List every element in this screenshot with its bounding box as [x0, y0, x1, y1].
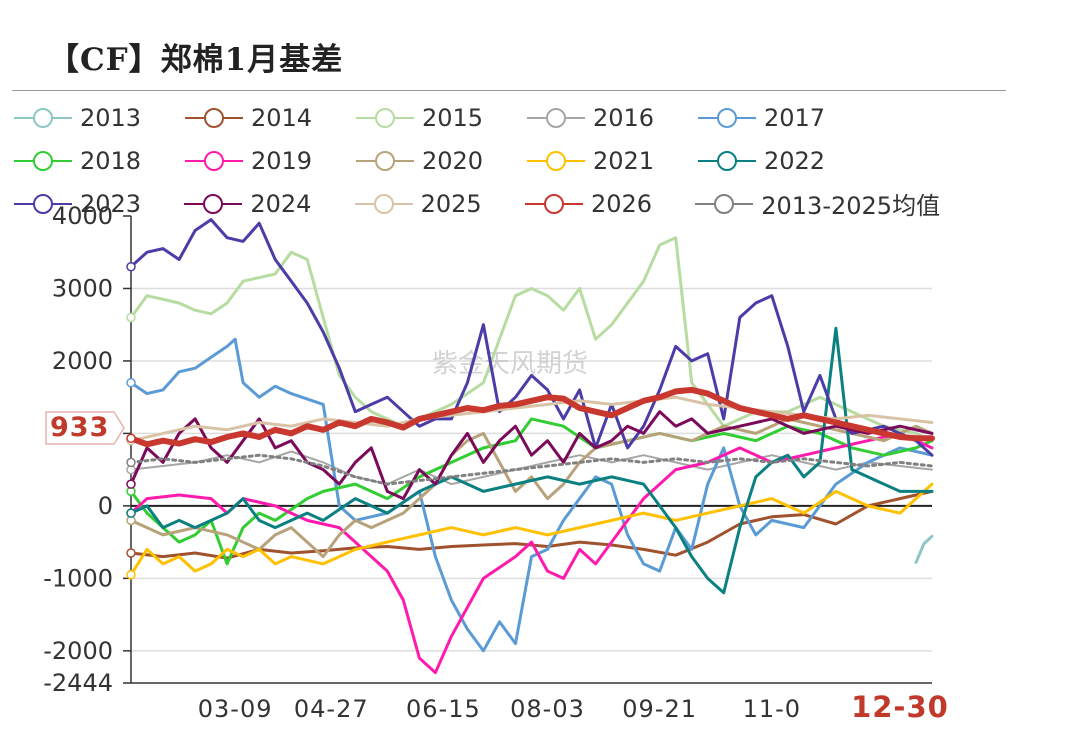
- legend-marker-icon: [14, 193, 72, 214]
- legend-label: 2026: [590, 189, 653, 218]
- y-tick-label: 2000: [52, 347, 113, 375]
- legend-marker-icon: [698, 150, 756, 171]
- legend-label: 2024: [250, 189, 312, 218]
- legend-item[interactable]: 2020: [354, 147, 525, 175]
- legend-marker-icon: [695, 193, 754, 214]
- y-tick-label: 4000: [52, 202, 113, 230]
- legend-label: 2018: [80, 146, 142, 175]
- x-tick-label: 03-09: [198, 695, 273, 723]
- legend-marker-icon: [14, 150, 72, 171]
- current-value-badge: [45, 411, 125, 445]
- chart-title: 【CF】郑棉1月基差: [48, 42, 344, 78]
- legend-marker-icon: [356, 150, 414, 171]
- legend-item[interactable]: 2013-2025均值: [693, 186, 1012, 221]
- series-start-marker: [126, 377, 136, 388]
- series-line-2015: [129, 236, 934, 443]
- legend: 2013 2014 2015 2016 2017 2018 2019 2020 2021 2022…: [12, 96, 1012, 225]
- x-tick-label: 08-03: [510, 695, 585, 723]
- x-tick-label: 11-0: [743, 695, 801, 723]
- series-line-2023: [129, 218, 934, 457]
- x-tick-label: 12-30: [851, 690, 949, 724]
- series-start-marker: [126, 569, 136, 580]
- legend-label: 2023: [80, 189, 142, 218]
- legend-label: 2020: [422, 146, 484, 175]
- legend-item[interactable]: 2014: [183, 104, 354, 132]
- legend-item[interactable]: 2025: [353, 190, 523, 218]
- x-tick-label: 06-15: [406, 695, 481, 723]
- legend-label: 2013: [80, 103, 142, 132]
- x-tick-label: 09-21: [622, 695, 697, 723]
- legend-row: 2023 2024 2025 2026 2013-2025均值: [12, 182, 1012, 225]
- series-start-marker: [126, 433, 136, 444]
- legend-marker-icon: [354, 193, 413, 214]
- legend-label: 2025: [420, 189, 482, 218]
- legend-item[interactable]: 2018: [12, 147, 183, 175]
- y-tick-label: 0: [98, 492, 113, 520]
- legend-item[interactable]: 2024: [182, 190, 352, 218]
- legend-item[interactable]: 2023: [12, 190, 182, 218]
- legend-label: 2016: [593, 103, 655, 132]
- series-line-2020: [129, 417, 934, 559]
- legend-row: 2018 2019 2020 2021 2022: [12, 139, 1012, 182]
- legend-row: 2013 2014 2015 2016 2017: [12, 96, 1012, 139]
- legend-item[interactable]: 2015: [354, 104, 525, 132]
- legend-item[interactable]: 2026: [523, 190, 693, 218]
- legend-label: 2019: [251, 146, 313, 175]
- legend-item[interactable]: 2019: [183, 147, 354, 175]
- y-tick-label: 3000: [52, 274, 113, 302]
- y-tick-label: -2444: [43, 669, 113, 697]
- series-line-2018: [129, 417, 934, 566]
- legend-marker-icon: [185, 107, 243, 128]
- x-tick-label: 04-27: [294, 695, 369, 723]
- series-start-marker: [126, 457, 136, 468]
- legend-item[interactable]: 2013: [12, 104, 183, 132]
- series-line-2019: [129, 431, 934, 675]
- legend-item[interactable]: 2017: [696, 104, 867, 132]
- legend-label: 2013-2025均值: [761, 192, 941, 220]
- series-start-marker: [126, 479, 136, 489]
- legend-label: 2015: [422, 103, 484, 132]
- y-tick-label: -2000: [43, 637, 113, 665]
- legend-marker-icon: [527, 150, 585, 171]
- legend-marker-icon: [527, 107, 585, 128]
- series-line-2013: [914, 534, 934, 564]
- current-value-label: 933: [50, 412, 110, 443]
- series-start-marker: [126, 312, 136, 323]
- watermark: 紫金天风期货: [432, 349, 588, 379]
- title-divider: [12, 90, 1006, 91]
- series-line-2017: [129, 337, 934, 653]
- legend-marker-icon: [356, 107, 414, 128]
- legend-marker-icon: [185, 150, 243, 171]
- legend-marker-icon: [524, 193, 583, 214]
- legend-item[interactable]: 2021: [525, 147, 696, 175]
- series-line-2021: [129, 482, 934, 577]
- legend-label: 2017: [764, 103, 826, 132]
- y-tick-label: -1000: [43, 564, 113, 592]
- legend-marker-icon: [14, 107, 72, 128]
- legend-label: 2022: [764, 146, 826, 175]
- legend-label: 2021: [593, 146, 655, 175]
- series-line-2013-2025均值: [129, 453, 934, 486]
- series-start-marker: [126, 261, 136, 272]
- series-line-2016: [130, 450, 933, 486]
- legend-item[interactable]: 2022: [696, 147, 867, 175]
- legend-marker-icon: [698, 107, 756, 128]
- legend-label: 2014: [251, 103, 313, 132]
- series-start-marker: [126, 508, 136, 518]
- legend-marker-icon: [184, 193, 243, 214]
- series-start-marker: [126, 548, 136, 558]
- legend-item[interactable]: 2016: [525, 104, 696, 132]
- series-line-2026: [128, 386, 935, 448]
